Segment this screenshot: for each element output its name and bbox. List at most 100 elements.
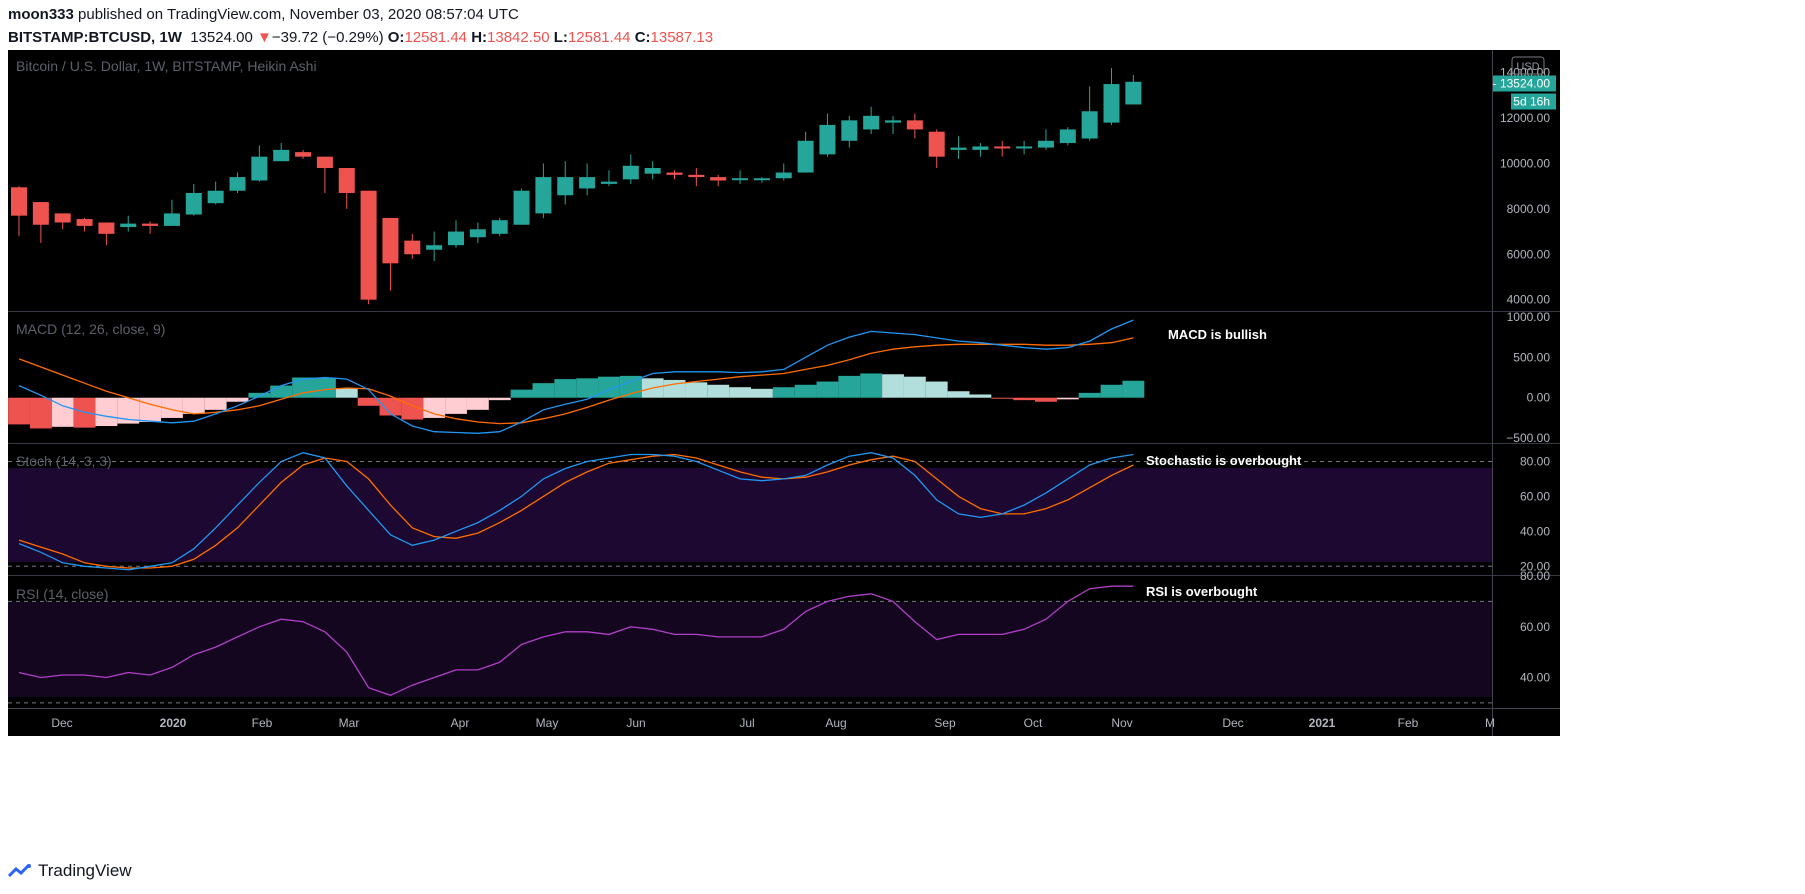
candle-body xyxy=(688,174,705,178)
histogram-bar xyxy=(729,387,751,398)
histogram-bar xyxy=(161,397,183,418)
histogram-bar xyxy=(510,389,533,398)
countdown-label: 5d 16h xyxy=(1513,94,1550,108)
histogram-bar xyxy=(685,382,708,398)
high-label: H: xyxy=(471,29,488,46)
histogram-bar xyxy=(466,397,489,410)
histogram-bar xyxy=(882,374,904,398)
close-value: 13587.13 xyxy=(650,29,714,46)
time-tick-label: Apr xyxy=(451,716,470,730)
time-tick-label: Mar xyxy=(339,716,360,730)
open-label: O: xyxy=(387,29,405,46)
candle-body xyxy=(98,222,115,234)
histogram-bar xyxy=(357,397,380,406)
symbol-line: BITSTAMP:BTCUSD, 1W 13524.00 ▼−39.72 (−0… xyxy=(8,29,713,46)
histogram-bar xyxy=(532,383,555,398)
footer-branding: TradingView xyxy=(8,861,132,881)
candle-body xyxy=(1016,146,1033,149)
price-tick-label: 6000.00 xyxy=(1507,247,1551,261)
time-tick-label: Jul xyxy=(739,716,754,730)
price-tick-label: 12000.00 xyxy=(1500,111,1550,125)
histogram-bar xyxy=(379,397,402,416)
candle-body xyxy=(382,217,399,264)
candle-body xyxy=(644,168,661,174)
publish-line: moon333 published on TradingView.com, No… xyxy=(8,6,519,23)
price-tick-label: 4000.00 xyxy=(1507,293,1551,307)
brand-name: TradingView xyxy=(38,861,132,880)
candle-body xyxy=(753,178,770,181)
price-pane-title: Bitcoin / U.S. Dollar, 1W, BITSTAMP, Hei… xyxy=(16,58,317,74)
histogram-bar xyxy=(270,385,293,398)
histogram-bar xyxy=(554,379,577,398)
candle-body xyxy=(404,240,421,255)
candle-body xyxy=(535,177,552,214)
histogram-bar xyxy=(139,397,162,422)
stoch-tick-label: 60.00 xyxy=(1520,489,1550,503)
candle-body xyxy=(11,187,27,216)
candle-body xyxy=(229,177,246,191)
low-value: 12581.44 xyxy=(567,29,631,46)
candle-body xyxy=(863,115,880,130)
last-price: 13524.00 xyxy=(190,29,253,46)
candle-body xyxy=(972,146,989,150)
currency-label: USD xyxy=(1516,61,1539,73)
candle-body xyxy=(732,178,749,181)
candle-body xyxy=(1081,111,1098,139)
histogram-bar xyxy=(488,397,511,401)
macd-histogram xyxy=(8,373,1145,429)
time-tick-label: Feb xyxy=(1398,716,1419,730)
candle-body xyxy=(819,124,836,155)
time-tick-label: Dec xyxy=(51,716,72,730)
candle-body xyxy=(295,152,312,157)
price-change: −39.72 (−0.29%) xyxy=(271,29,384,46)
candle-body xyxy=(32,202,49,225)
time-tick-label: Jun xyxy=(626,716,645,730)
time-tick-label: 2021 xyxy=(1309,716,1336,730)
price-tick-label: 10000.00 xyxy=(1500,156,1550,170)
candle-body xyxy=(557,177,574,196)
histogram-bar xyxy=(314,377,336,398)
rsi-tick-label: 80.00 xyxy=(1520,569,1550,583)
candle-body xyxy=(513,190,530,225)
candle-body xyxy=(1037,140,1054,148)
stoch-band-fill xyxy=(8,468,1492,562)
macd-line xyxy=(18,319,1134,434)
histogram-bar xyxy=(204,397,227,410)
candle-body xyxy=(622,165,639,180)
histogram-bar xyxy=(860,373,883,398)
histogram-bar xyxy=(903,376,926,398)
candle-body xyxy=(1125,81,1142,105)
last-price-badge xyxy=(1493,75,1556,92)
candle-body xyxy=(600,181,617,184)
symbol-label: BITSTAMP:BTCUSD, 1W xyxy=(8,29,182,46)
author-name[interactable]: moon333 xyxy=(8,6,74,23)
candle-body xyxy=(994,146,1011,149)
candle-body xyxy=(579,177,596,189)
histogram-bar xyxy=(1056,397,1079,400)
stoch-k-line xyxy=(18,452,1134,571)
stoch-tick-label: 80.00 xyxy=(1520,454,1550,468)
candle-body xyxy=(775,172,792,179)
time-tick-label: Dec xyxy=(1222,716,1243,730)
candle-body xyxy=(76,219,93,226)
stoch-tick-label: 20.00 xyxy=(1520,559,1550,573)
histogram-bar xyxy=(95,397,118,427)
histogram-bar xyxy=(1013,397,1036,401)
histogram-bar xyxy=(1122,380,1145,398)
rsi-tick-label: 60.00 xyxy=(1520,620,1550,634)
candle-body xyxy=(797,140,814,173)
candle-body xyxy=(950,147,967,150)
histogram-bar xyxy=(838,375,861,398)
histogram-bar xyxy=(991,397,1014,399)
candle-body xyxy=(426,245,443,250)
histogram-bar xyxy=(1100,384,1123,398)
candle-body xyxy=(163,213,180,226)
candle-body xyxy=(251,156,268,181)
high-value: 13842.50 xyxy=(487,29,550,46)
time-tick-label: May xyxy=(536,716,559,730)
price-candles xyxy=(11,68,1142,305)
candle-body xyxy=(185,192,202,215)
time-tick-label: 2020 xyxy=(160,716,187,730)
histogram-bar xyxy=(51,397,74,427)
